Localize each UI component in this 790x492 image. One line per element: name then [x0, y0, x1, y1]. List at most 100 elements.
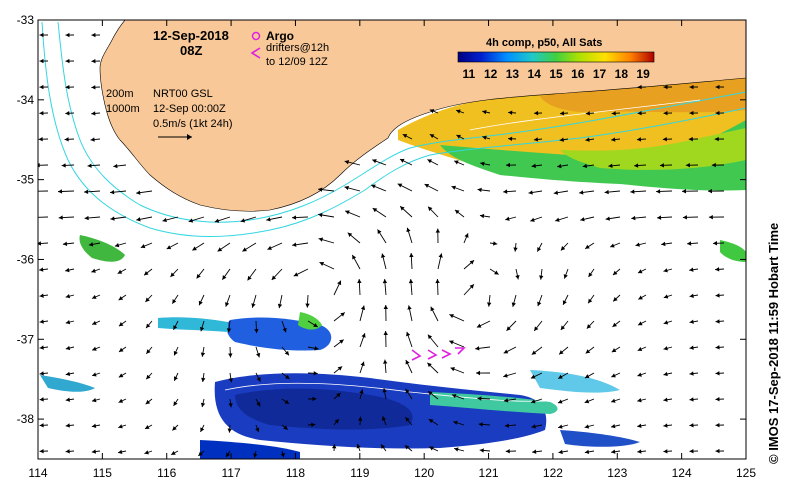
current-arrowhead [144, 450, 149, 455]
current-arrowhead [39, 345, 44, 350]
current-arrowhead [65, 449, 70, 454]
current-arrowhead [173, 376, 178, 381]
current-arrowhead [503, 189, 508, 194]
current-arrowhead [172, 426, 177, 431]
current-arrowhead [228, 403, 233, 408]
current-arrowhead [515, 275, 520, 280]
current-arrowhead [145, 399, 151, 405]
current-arrowhead [559, 350, 564, 355]
colorbar [457, 51, 655, 63]
current-arrowhead [84, 189, 89, 194]
current-arrowhead [637, 111, 642, 116]
current-arrowhead [337, 280, 342, 286]
current-arrowhead [689, 293, 694, 298]
current-arrowhead [407, 305, 412, 310]
current-arrowhead [663, 294, 669, 299]
x-tick-label: 124 [672, 466, 692, 480]
current-arrowhead [715, 371, 720, 376]
current-arrowhead [508, 136, 513, 141]
current-arrowhead [305, 303, 310, 308]
current-arrowhead [584, 424, 590, 429]
current-arrowhead [65, 319, 71, 325]
x-tick-label: 116 [157, 466, 176, 480]
current-arrowhead [91, 423, 97, 428]
current-arrowhead [451, 393, 457, 399]
current-arrowhead [513, 247, 518, 252]
current-arrowhead [584, 374, 590, 379]
colorbar-tick-label: 18 [615, 67, 629, 81]
current-arrowhead [91, 268, 96, 273]
current-vectors [38, 32, 725, 458]
current-arrowhead [242, 247, 247, 252]
current-arrowhead [339, 339, 344, 344]
colorbar-tick-label: 13 [506, 67, 520, 81]
current-arrowhead [605, 216, 610, 221]
current-arrowhead [454, 160, 459, 165]
sst-cyan-patch-southeast [530, 370, 620, 393]
current-arrowhead [383, 359, 388, 364]
contour-1000m-label: 1000m [106, 103, 140, 115]
current-arrowhead [604, 189, 609, 195]
contour-1000m [41, 21, 746, 237]
current-arrowhead [511, 302, 516, 307]
current-arrowhead [533, 137, 539, 142]
current-arrowhead [687, 241, 692, 246]
current-arrowhead [663, 397, 668, 402]
current-arrowhead [430, 306, 435, 312]
colorbar-tick-label: 14 [528, 67, 542, 81]
isotherm-line [224, 382, 561, 402]
current-arrowhead [166, 245, 172, 250]
current-arrowhead [360, 361, 365, 367]
current-arrowhead [534, 326, 539, 331]
copyright-caption: © IMOS 17-Sep-2018 11:59 Hobart Time [766, 223, 781, 464]
current-arrowhead [284, 350, 289, 356]
current-arrowhead [688, 136, 693, 142]
current-arrowhead [505, 162, 511, 168]
current-arrowhead [58, 215, 63, 220]
current-arrowhead [532, 449, 537, 454]
current-arrowhead [118, 322, 124, 327]
current-arrowhead [357, 279, 362, 284]
current-arrowhead [558, 374, 563, 379]
current-arrowhead [559, 111, 565, 116]
x-tick-label: 117 [222, 466, 241, 480]
argo-label: Argo [266, 29, 294, 43]
current-arrowhead [661, 241, 666, 247]
current-arrowhead [478, 422, 483, 427]
current-arrowhead [383, 305, 388, 310]
y-tick-label: -38 [17, 412, 35, 426]
current-arrowhead [361, 333, 366, 338]
current-arrowhead [170, 272, 175, 277]
current-arrowhead [199, 326, 205, 332]
current-arrowhead [38, 137, 43, 142]
current-arrowhead [408, 279, 414, 284]
current-arrowhead [311, 422, 316, 427]
current-arrowhead [267, 245, 272, 250]
current-arrowhead [469, 284, 474, 289]
current-arrowhead [313, 371, 318, 376]
current-arrowhead [64, 137, 69, 142]
current-arrowhead [39, 293, 44, 298]
colorbar-tick-label: 15 [549, 67, 563, 81]
current-arrowhead [477, 396, 482, 401]
current-arrowhead [560, 246, 566, 251]
current-arrowhead [505, 449, 510, 454]
current-arrowhead [689, 110, 694, 116]
current-arrowhead [427, 334, 433, 340]
current-arrowhead [318, 187, 323, 192]
current-arrowhead [280, 452, 285, 458]
current-arrowhead [256, 401, 261, 407]
current-arrowhead [659, 163, 665, 168]
colorbar-tick-label: 16 [571, 67, 585, 81]
current-arrowhead [39, 32, 44, 38]
current-arrowhead [715, 319, 720, 324]
current-arrowhead [201, 377, 206, 382]
current-arrowhead [217, 247, 223, 252]
current-arrowhead [118, 424, 123, 429]
current-arrowhead [222, 275, 227, 280]
current-arrowhead [65, 111, 70, 116]
current-arrowhead [506, 326, 511, 331]
sst-cyan-patch-far-west [40, 375, 95, 392]
current-arrowhead [254, 328, 259, 334]
current-arrowhead [636, 137, 642, 142]
